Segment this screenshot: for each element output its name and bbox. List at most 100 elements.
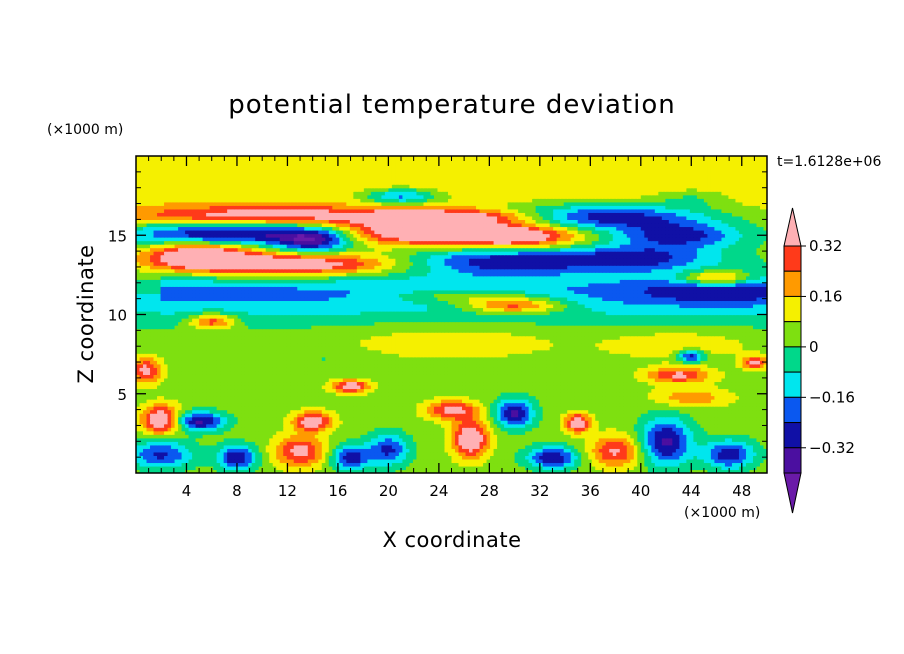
heatmap-cell <box>738 441 744 446</box>
heatmap-cell <box>714 395 719 400</box>
heatmap-cell <box>535 374 540 379</box>
heatmap-cell <box>532 377 537 383</box>
heatmap-cell <box>230 455 235 460</box>
heatmap-cell <box>395 458 400 464</box>
heatmap-cell <box>577 465 582 471</box>
heatmap-cell <box>455 455 460 460</box>
heatmap-cell <box>658 388 663 393</box>
heatmap-cell <box>402 388 407 393</box>
heatmap-cell <box>742 434 747 439</box>
heatmap-cell <box>178 388 183 393</box>
heatmap-cell <box>405 420 411 425</box>
heatmap-cell <box>728 451 733 456</box>
heatmap-cell <box>157 395 162 400</box>
heatmap-cell <box>269 395 274 400</box>
heatmap-cell <box>192 399 197 404</box>
heatmap-cell <box>472 395 477 400</box>
heatmap-cell <box>314 434 319 439</box>
heatmap-cell <box>181 388 186 393</box>
heatmap-cell <box>286 444 291 449</box>
heatmap-cell <box>283 388 288 393</box>
heatmap-cell <box>185 434 190 439</box>
heatmap-cell <box>602 423 607 428</box>
heatmap-cell <box>297 430 302 435</box>
heatmap-cell <box>497 413 502 418</box>
heatmap-cell <box>293 399 298 404</box>
heatmap-cell <box>472 437 477 442</box>
heatmap-cell <box>521 388 526 393</box>
heatmap-cell <box>143 469 148 473</box>
heatmap-cell <box>223 399 228 404</box>
heatmap-cell <box>605 469 610 473</box>
heatmap-cell <box>612 423 617 428</box>
heatmap-cell <box>591 469 596 473</box>
heatmap-cell <box>328 388 333 393</box>
heatmap-cell <box>458 427 463 432</box>
heatmap-cell <box>654 413 659 418</box>
heatmap-cell <box>532 434 537 439</box>
heatmap-cell <box>742 384 747 390</box>
heatmap-cell <box>539 416 544 421</box>
heatmap-cell <box>525 427 530 432</box>
heatmap-cell <box>206 377 211 383</box>
heatmap-cell <box>346 465 351 471</box>
heatmap-cell <box>696 458 701 464</box>
heatmap-cell <box>398 448 404 453</box>
heatmap-cell <box>279 416 284 421</box>
heatmap-cell <box>717 423 723 428</box>
heatmap-cell <box>433 409 439 414</box>
heatmap-cell <box>546 458 551 464</box>
heatmap-cell <box>500 402 505 407</box>
heatmap-cell <box>490 409 495 414</box>
heatmap-cell <box>283 377 288 383</box>
heatmap-cell <box>185 381 190 386</box>
heatmap-cell <box>139 427 144 432</box>
heatmap-cell <box>633 462 638 467</box>
heatmap-cell <box>444 441 449 446</box>
heatmap-cell <box>258 458 263 464</box>
heatmap-cell <box>433 413 439 418</box>
heatmap-cell <box>598 402 603 407</box>
heatmap-cell <box>437 402 442 407</box>
heatmap-cell <box>136 437 141 442</box>
heatmap-cell <box>693 444 698 449</box>
heatmap-cell <box>465 423 470 428</box>
heatmap-cell <box>756 395 761 400</box>
heatmap-cell <box>178 434 183 439</box>
heatmap-cell <box>546 402 551 407</box>
heatmap-cell <box>525 416 530 421</box>
heatmap-cell <box>171 465 176 471</box>
heatmap-cell <box>532 444 537 449</box>
heatmap-cell <box>185 413 190 418</box>
heatmap-cell <box>549 377 554 383</box>
heatmap-cell <box>735 381 740 386</box>
heatmap-cell <box>339 416 344 421</box>
heatmap-cell <box>532 391 537 397</box>
heatmap-cell <box>269 374 274 379</box>
heatmap-cell <box>220 448 225 453</box>
heatmap-cell <box>672 399 677 404</box>
heatmap-cell <box>188 420 193 425</box>
heatmap-cell <box>286 451 291 456</box>
heatmap-cell <box>360 395 365 400</box>
heatmap-cell <box>546 451 551 456</box>
heatmap-cell <box>339 437 344 442</box>
heatmap-cell <box>682 455 687 460</box>
heatmap-cell <box>139 455 144 460</box>
heatmap-cell <box>206 434 211 439</box>
heatmap-cell <box>675 430 680 435</box>
heatmap-cell <box>223 427 228 432</box>
heatmap-cell <box>195 458 200 464</box>
heatmap-cell <box>388 469 393 473</box>
heatmap-cell <box>160 384 165 390</box>
heatmap-cell <box>500 388 505 393</box>
heatmap-cell <box>209 441 214 446</box>
heatmap-cell <box>556 399 561 404</box>
heatmap-cell <box>763 451 767 456</box>
heatmap-cell <box>700 465 705 471</box>
heatmap-cell <box>213 462 218 467</box>
heatmap-cell <box>756 465 761 471</box>
heatmap-cell <box>293 437 298 442</box>
heatmap-cell <box>469 381 474 386</box>
heatmap-cell <box>164 430 169 435</box>
